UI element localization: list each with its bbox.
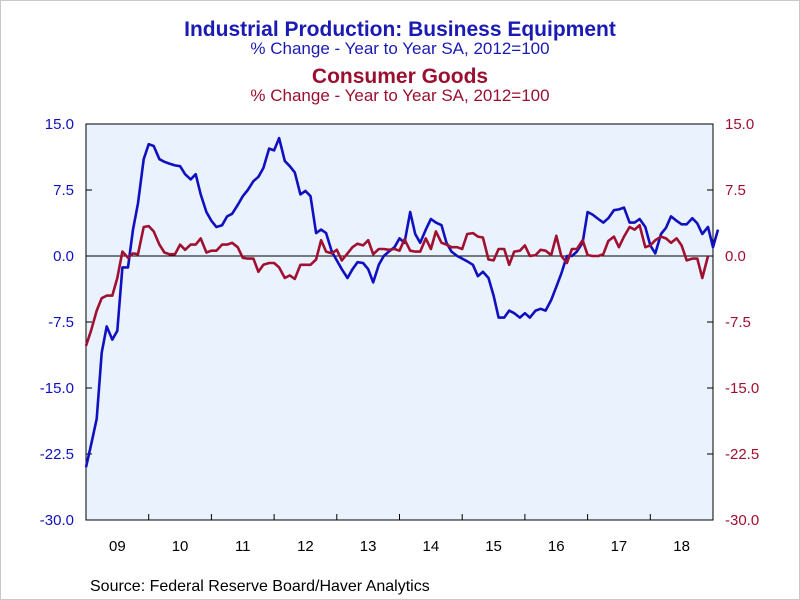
y-tick-label-left: 7.5 (53, 182, 74, 199)
x-tick-label: 18 (673, 538, 690, 555)
y-tick-label-right: -15.0 (725, 380, 759, 397)
series-line-business-equipment (84, 136, 720, 468)
x-tick-label: 09 (109, 538, 126, 555)
y-tick-label-left: -22.5 (40, 446, 74, 463)
y-tick-label-left: -15.0 (40, 380, 74, 397)
x-tick-label: 13 (360, 538, 377, 555)
x-tick-label: 11 (235, 538, 251, 555)
plot-area (85, 123, 714, 521)
y-tick-label-right: 15.0 (725, 116, 754, 133)
chart-title-1: Industrial Production: Business Equipmen… (184, 18, 616, 41)
x-tick-label: 15 (485, 538, 502, 555)
y-tick-label-left: 0.0 (53, 248, 74, 265)
y-tick-label-right: -22.5 (725, 446, 759, 463)
source-note: Source: Federal Reserve Board/Haver Anal… (90, 578, 430, 595)
y-tick-label-right: -7.5 (725, 314, 751, 331)
chart-subtitle-1: % Change - Year to Year SA, 2012=100 (250, 39, 550, 58)
x-tick-label: 17 (611, 538, 628, 555)
x-tick-label: 16 (548, 538, 565, 555)
chart-title-2: Consumer Goods (311, 65, 489, 88)
y-tick-label-left: -30.0 (40, 512, 74, 529)
x-tick-label: 10 (172, 538, 189, 555)
x-tick-label: 14 (423, 538, 440, 555)
y-tick-label-left: -7.5 (48, 314, 74, 331)
y-tick-label-right: 0.0 (725, 248, 746, 265)
y-tick-label-right: 7.5 (725, 182, 746, 199)
series-line-consumer-goods (84, 223, 710, 347)
y-tick-label-right: -30.0 (725, 512, 759, 529)
y-tick-label-left: 15.0 (45, 116, 74, 133)
chart-subtitle-2: % Change - Year to Year SA, 2012=100 (250, 86, 550, 105)
x-tick-label: 12 (297, 538, 314, 555)
